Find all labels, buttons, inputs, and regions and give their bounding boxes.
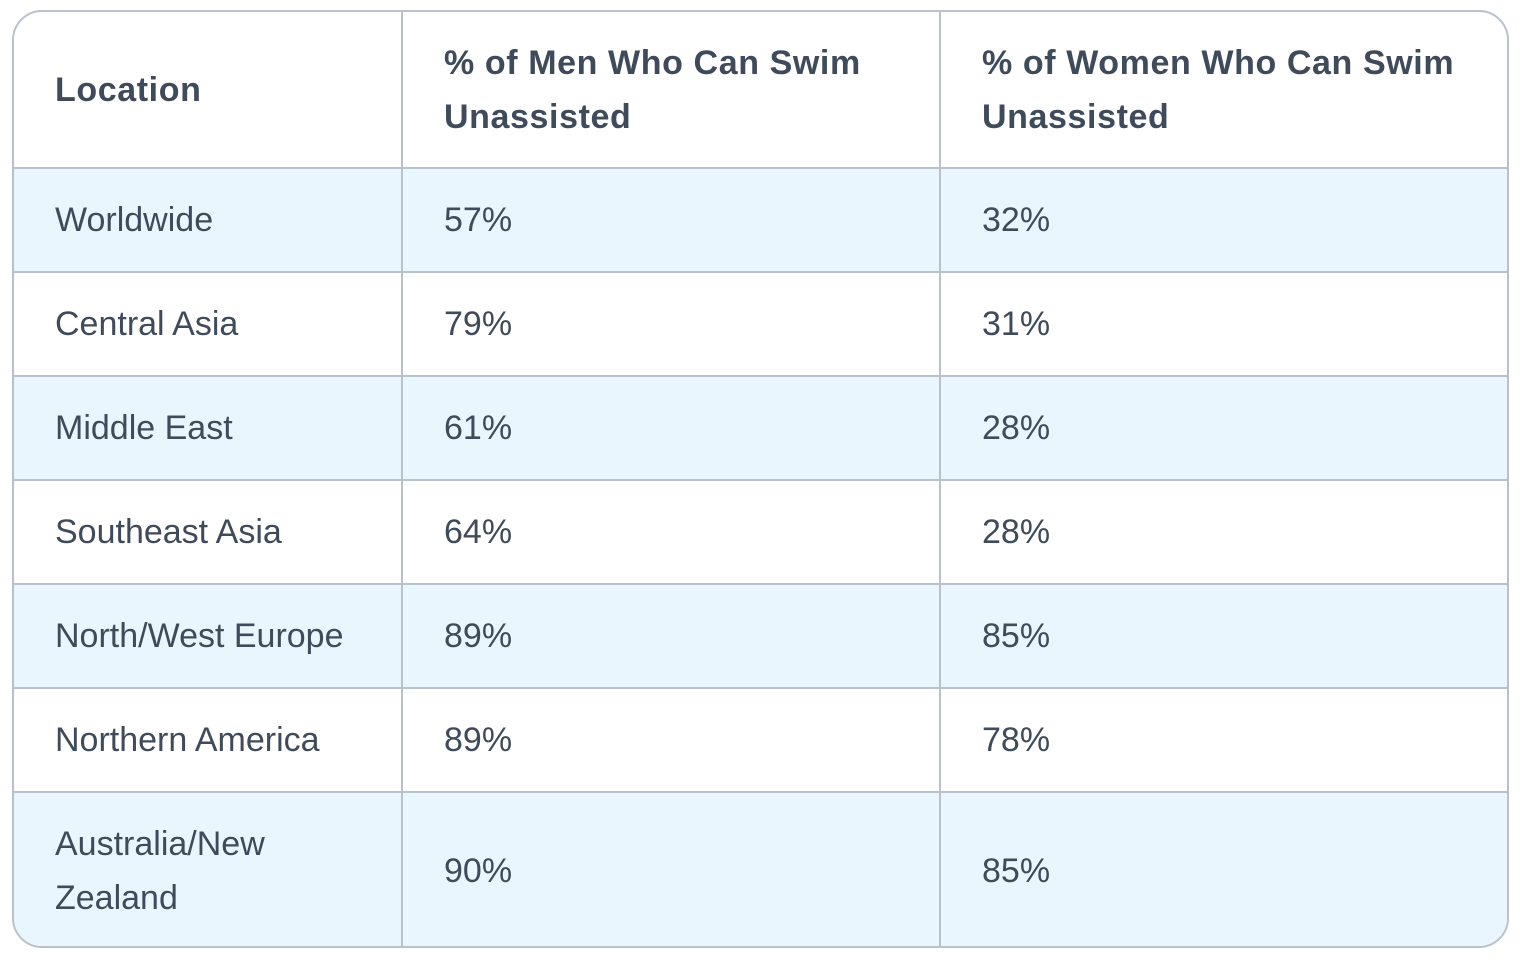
cell-location: North/West Europe	[14, 584, 403, 689]
swim-stats-table: Location % of Men Who Can Swim Unassiste…	[14, 12, 1507, 946]
cell-location: Southeast Asia	[14, 480, 403, 585]
cell-location: Northern America	[14, 688, 403, 793]
table-row: Central Asia 79% 31%	[14, 272, 1507, 377]
cell-men-percent: 89%	[402, 688, 941, 793]
cell-women-percent: 28%	[940, 480, 1507, 585]
header-location: Location	[14, 12, 403, 169]
cell-location: Worldwide	[14, 168, 403, 273]
cell-men-percent: 57%	[402, 168, 941, 273]
table-row: Northern America 89% 78%	[14, 688, 1507, 793]
cell-location: Central Asia	[14, 272, 403, 377]
header-women-percent: % of Women Who Can Swim Unassisted	[940, 12, 1507, 169]
cell-women-percent: 78%	[940, 688, 1507, 793]
header-men-percent: % of Men Who Can Swim Unassisted	[402, 12, 941, 169]
cell-location: Australia/New Zealand	[14, 792, 403, 946]
table-row: Southeast Asia 64% 28%	[14, 480, 1507, 585]
cell-women-percent: 28%	[940, 376, 1507, 481]
table-row: Worldwide 57% 32%	[14, 168, 1507, 273]
cell-men-percent: 64%	[402, 480, 941, 585]
table-row: Middle East 61% 28%	[14, 376, 1507, 481]
cell-women-percent: 31%	[940, 272, 1507, 377]
table-row: North/West Europe 89% 85%	[14, 584, 1507, 689]
swim-stats-table-container: Location % of Men Who Can Swim Unassiste…	[12, 10, 1509, 948]
table-header-row: Location % of Men Who Can Swim Unassiste…	[14, 12, 1507, 169]
cell-women-percent: 85%	[940, 792, 1507, 946]
cell-men-percent: 61%	[402, 376, 941, 481]
cell-women-percent: 32%	[940, 168, 1507, 273]
cell-men-percent: 89%	[402, 584, 941, 689]
cell-location: Middle East	[14, 376, 403, 481]
cell-women-percent: 85%	[940, 584, 1507, 689]
cell-men-percent: 79%	[402, 272, 941, 377]
table-row: Australia/New Zealand 90% 85%	[14, 792, 1507, 946]
cell-men-percent: 90%	[402, 792, 941, 946]
